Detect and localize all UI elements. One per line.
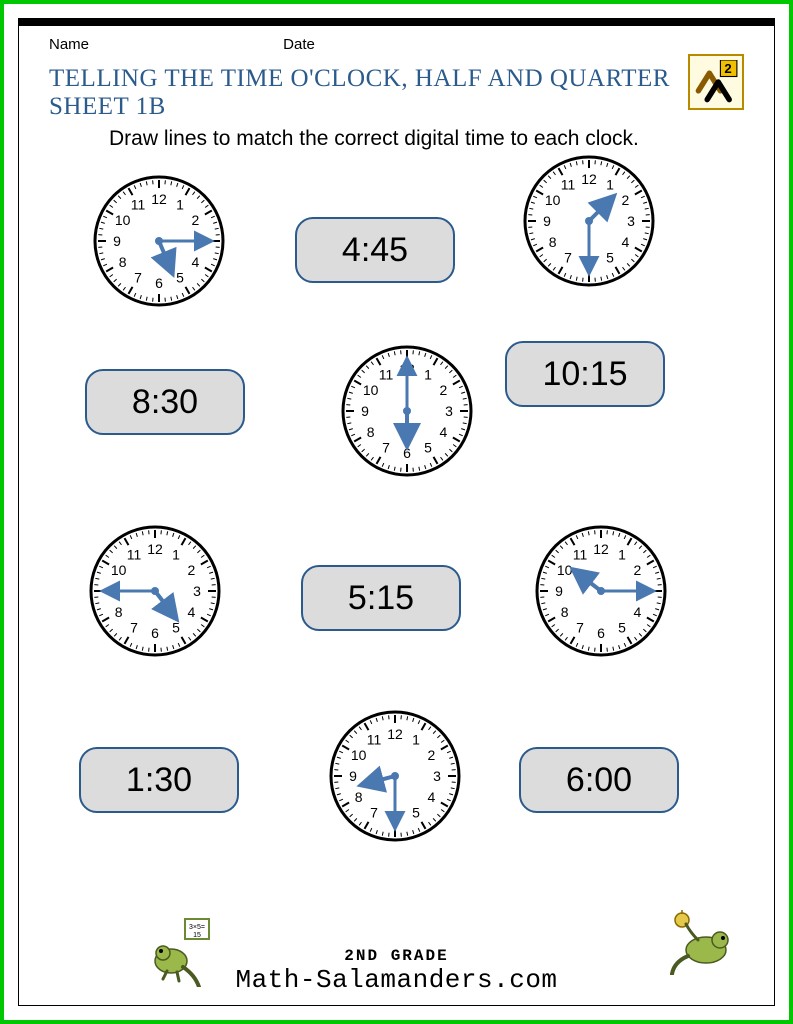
svg-text:10: 10 <box>363 382 379 398</box>
footer-grade: 2ND GRADE <box>19 947 774 965</box>
svg-text:2: 2 <box>633 562 641 578</box>
svg-text:5: 5 <box>424 439 432 455</box>
svg-text:9: 9 <box>361 403 369 419</box>
svg-text:12: 12 <box>147 541 163 557</box>
svg-text:5: 5 <box>176 269 184 285</box>
svg-text:11: 11 <box>367 732 382 748</box>
svg-text:11: 11 <box>131 197 146 213</box>
header-row: Name Date <box>19 26 774 59</box>
analog-clock: 123456789101112 <box>337 341 477 486</box>
salamander-right-icon <box>668 910 738 975</box>
svg-text:8: 8 <box>549 234 557 250</box>
svg-text:5: 5 <box>172 619 180 635</box>
svg-text:1: 1 <box>424 367 432 383</box>
svg-text:15: 15 <box>193 932 201 939</box>
salamander-left-icon: 3×5= 15 <box>149 917 219 987</box>
analog-clock: 123456789101112 <box>519 151 659 296</box>
date-label: Date <box>283 36 315 53</box>
svg-text:10: 10 <box>115 212 131 228</box>
svg-text:4: 4 <box>427 789 435 805</box>
svg-text:6: 6 <box>151 625 159 641</box>
svg-text:8: 8 <box>561 604 569 620</box>
svg-text:8: 8 <box>115 604 123 620</box>
svg-text:9: 9 <box>543 213 551 229</box>
svg-text:6: 6 <box>403 445 411 461</box>
digital-time-box: 6:00 <box>519 747 679 813</box>
title-line-2: SHEET 1B <box>49 93 744 121</box>
footer-site: Math-Salamanders.com <box>19 965 774 995</box>
svg-text:12: 12 <box>581 171 597 187</box>
svg-text:7: 7 <box>134 269 142 285</box>
svg-text:2: 2 <box>427 747 435 763</box>
name-label: Name <box>49 36 279 53</box>
footer: 3×5= 15 2ND GRADE Math-Salamanders.com <box>19 947 774 995</box>
svg-text:11: 11 <box>379 367 394 383</box>
svg-text:1: 1 <box>412 732 420 748</box>
brand-logo-icon: 2 <box>694 60 738 104</box>
svg-text:1: 1 <box>172 547 180 563</box>
svg-text:4: 4 <box>187 604 195 620</box>
svg-text:1: 1 <box>618 547 626 563</box>
svg-text:1: 1 <box>606 177 614 193</box>
svg-text:4: 4 <box>439 424 447 440</box>
svg-text:7: 7 <box>130 619 138 635</box>
svg-text:8: 8 <box>119 254 127 270</box>
instructions: Draw lines to match the correct digital … <box>19 123 774 151</box>
digital-time-box: 10:15 <box>505 341 665 407</box>
worksheet-arena: 1234567891011121234567891011121234567891… <box>19 151 774 891</box>
svg-text:5: 5 <box>618 619 626 635</box>
svg-text:2: 2 <box>724 61 731 76</box>
svg-text:9: 9 <box>113 233 121 249</box>
inner-page: Name Date 2 TELLING THE TIME O'CLOCK, HA… <box>18 18 775 1006</box>
svg-text:11: 11 <box>573 547 588 563</box>
svg-text:10: 10 <box>545 192 561 208</box>
svg-text:12: 12 <box>151 191 167 207</box>
svg-text:10: 10 <box>111 562 127 578</box>
svg-text:4: 4 <box>621 234 629 250</box>
brand-badge: 2 <box>688 54 744 110</box>
svg-text:12: 12 <box>593 541 609 557</box>
svg-text:7: 7 <box>382 439 390 455</box>
svg-text:10: 10 <box>351 747 367 763</box>
svg-text:7: 7 <box>576 619 584 635</box>
svg-text:6: 6 <box>597 625 605 641</box>
analog-clock: 123456789101112 <box>325 706 465 851</box>
svg-text:10: 10 <box>557 562 573 578</box>
svg-text:3: 3 <box>627 213 635 229</box>
svg-text:5: 5 <box>412 804 420 820</box>
digital-time-box: 4:45 <box>295 217 455 283</box>
digital-time-box: 8:30 <box>85 369 245 435</box>
svg-text:3: 3 <box>445 403 453 419</box>
svg-text:9: 9 <box>349 768 357 784</box>
svg-text:3×5=: 3×5= <box>189 924 205 931</box>
digital-time-box: 5:15 <box>301 565 461 631</box>
svg-text:11: 11 <box>561 177 576 193</box>
svg-text:7: 7 <box>564 249 572 265</box>
digital-time-box: 1:30 <box>79 747 239 813</box>
outer-frame: Name Date 2 TELLING THE TIME O'CLOCK, HA… <box>0 0 793 1024</box>
svg-text:3: 3 <box>433 768 441 784</box>
svg-text:7: 7 <box>370 804 378 820</box>
svg-text:1: 1 <box>176 197 184 213</box>
svg-text:3: 3 <box>193 583 201 599</box>
analog-clock: 123456789101112 <box>85 521 225 666</box>
svg-text:5: 5 <box>606 249 614 265</box>
analog-clock: 123456789101112 <box>531 521 671 666</box>
svg-text:2: 2 <box>187 562 195 578</box>
svg-text:9: 9 <box>555 583 563 599</box>
analog-clock: 123456789101112 <box>89 171 229 316</box>
svg-text:8: 8 <box>355 789 363 805</box>
svg-text:4: 4 <box>633 604 641 620</box>
svg-text:12: 12 <box>387 726 403 742</box>
svg-text:4: 4 <box>191 254 199 270</box>
svg-text:8: 8 <box>367 424 375 440</box>
svg-text:2: 2 <box>439 382 447 398</box>
svg-text:2: 2 <box>191 212 199 228</box>
svg-text:11: 11 <box>127 547 142 563</box>
title-line-1: TELLING THE TIME O'CLOCK, HALF AND QUART… <box>49 65 744 93</box>
svg-text:2: 2 <box>621 192 629 208</box>
svg-text:6: 6 <box>155 275 163 291</box>
worksheet-title: TELLING THE TIME O'CLOCK, HALF AND QUART… <box>19 59 774 123</box>
